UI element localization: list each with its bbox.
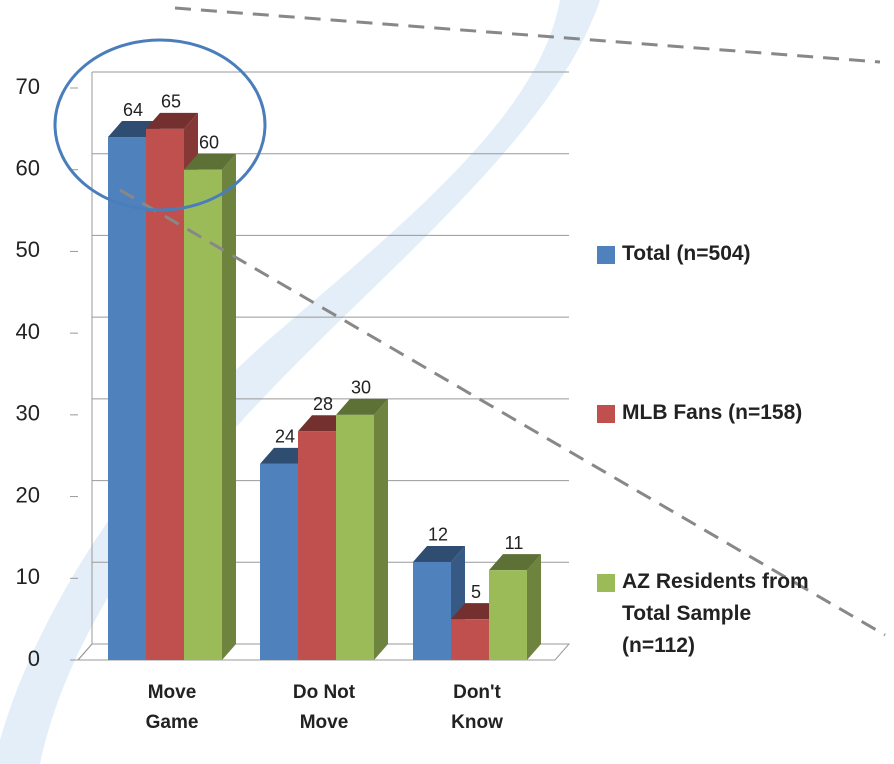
y-tick-label: 70 bbox=[16, 74, 40, 99]
bar-top bbox=[184, 153, 236, 170]
highlight-circle bbox=[53, 38, 267, 212]
legend-swatch bbox=[597, 405, 615, 423]
bar-side bbox=[374, 398, 388, 660]
x-tick-label: Move Game bbox=[145, 682, 199, 733]
y-tick-label: 40 bbox=[16, 319, 40, 344]
bar-top bbox=[413, 545, 465, 562]
data-label: 64 bbox=[123, 100, 143, 120]
bar bbox=[489, 554, 541, 660]
background-swoosh bbox=[0, 0, 600, 764]
legend-label: AZ Residents from Total Sample (n=112) bbox=[622, 570, 809, 657]
bar-side bbox=[222, 153, 236, 660]
x-tick-label: Don't Know bbox=[451, 682, 503, 733]
data-label: 28 bbox=[313, 394, 333, 414]
bar-top bbox=[489, 554, 541, 571]
data-label: 24 bbox=[275, 427, 295, 447]
bar bbox=[184, 153, 236, 660]
bar-front bbox=[184, 169, 222, 660]
legend-label: Total (n=504) bbox=[622, 242, 751, 265]
legend-swatch bbox=[597, 574, 615, 592]
callout-line bbox=[119, 188, 886, 637]
bar-front bbox=[413, 561, 451, 660]
bar-side bbox=[527, 554, 541, 660]
legend-label: MLB Fans (n=158) bbox=[622, 401, 803, 424]
axis-line bbox=[77, 643, 93, 661]
bar-top bbox=[336, 398, 388, 415]
bar bbox=[336, 398, 388, 660]
x-tick-label: Do Not Move bbox=[292, 682, 356, 733]
data-label: 11 bbox=[505, 533, 524, 553]
bar-front bbox=[336, 414, 374, 660]
y-tick-label: 0 bbox=[28, 646, 40, 671]
data-label: 60 bbox=[199, 132, 219, 152]
bar-front bbox=[260, 463, 298, 660]
y-tick-label: 30 bbox=[16, 401, 40, 426]
bar-front bbox=[451, 619, 489, 660]
callout-line bbox=[174, 6, 881, 64]
y-tick-label: 10 bbox=[16, 564, 40, 589]
legend-swatch bbox=[597, 246, 615, 264]
data-label: 12 bbox=[428, 525, 448, 545]
bar-front bbox=[489, 570, 527, 660]
bar-top bbox=[146, 112, 198, 129]
y-tick-label: 60 bbox=[16, 156, 40, 181]
plot-area: 0 10 20 30 40 50 60 70 64 24 12 65 28 5 60 30 11 bbox=[16, 71, 571, 671]
data-label: 65 bbox=[161, 92, 181, 112]
bar-front bbox=[108, 137, 146, 660]
y-tick-label: 20 bbox=[16, 482, 40, 507]
y-tick-label: 50 bbox=[16, 237, 40, 262]
data-label: 30 bbox=[351, 378, 371, 398]
bar-front bbox=[298, 431, 336, 660]
data-label: 5 bbox=[471, 582, 481, 602]
